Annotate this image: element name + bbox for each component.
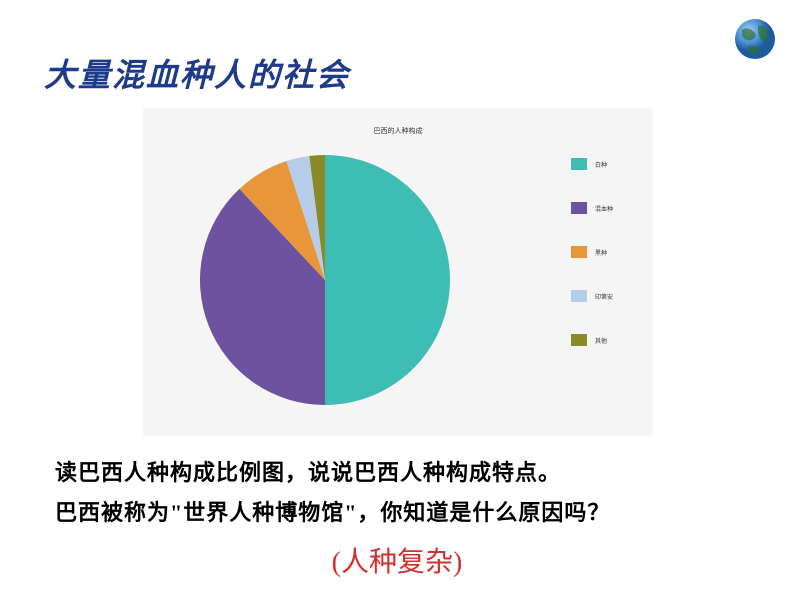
body-text-line1: 读巴西人种构成比例图，说说巴西人种构成特点。 <box>55 455 561 487</box>
legend-label: 其他 <box>595 336 607 345</box>
globe-svg <box>734 18 776 60</box>
pie-slice-0 <box>325 155 450 405</box>
globe-icon <box>734 18 776 60</box>
legend-swatch <box>571 202 587 214</box>
pie-chart-svg <box>195 150 455 410</box>
legend-label: 混血种 <box>595 204 613 213</box>
chart-title: 巴西的人种构成 <box>374 126 423 136</box>
legend-item-3: 印第安 <box>571 290 613 302</box>
answer-text: (人种复杂) <box>332 540 463 580</box>
page-title: 大量混血种人的社会 <box>44 50 350 96</box>
legend-label: 白种 <box>595 160 607 169</box>
legend-swatch <box>571 334 587 346</box>
legend-label: 黑种 <box>595 248 607 257</box>
legend-item-4: 其他 <box>571 334 613 346</box>
legend-item-0: 白种 <box>571 158 613 170</box>
chart-legend: 白种混血种黑种印第安其他 <box>571 158 613 346</box>
pie-chart-container: 巴西的人种构成 白种混血种黑种印第安其他 <box>143 108 653 436</box>
legend-swatch <box>571 158 587 170</box>
legend-item-1: 混血种 <box>571 202 613 214</box>
body-text-line2: 巴西被称为"世界人种博物馆"，你知道是什么原因吗？ <box>55 495 610 527</box>
legend-swatch <box>571 290 587 302</box>
legend-label: 印第安 <box>595 292 613 301</box>
legend-item-2: 黑种 <box>571 246 613 258</box>
legend-swatch <box>571 246 587 258</box>
